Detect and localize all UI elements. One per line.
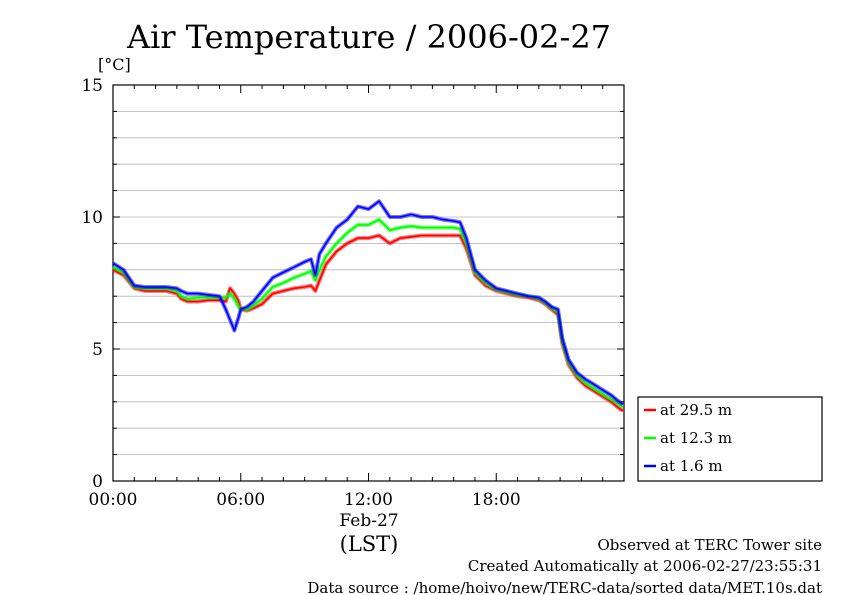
legend-box bbox=[637, 396, 823, 482]
plot-frame bbox=[112, 84, 625, 482]
x-tick-labels: 00:00 06:00 12:00 18:00 bbox=[89, 490, 521, 510]
series-halo-1 bbox=[112, 233, 625, 413]
chart-title: Air Temperature / 2006-02-27 bbox=[126, 18, 611, 56]
x-tick-label: 06:00 bbox=[216, 490, 265, 510]
y-tick-label: 5 bbox=[92, 340, 103, 360]
y-axis-unit: [°C] bbox=[98, 55, 131, 74]
y-tick-labels: 0 5 10 15 bbox=[81, 76, 103, 492]
x-tick-label: 18:00 bbox=[472, 490, 521, 510]
series-group bbox=[111, 199, 625, 413]
axis-ticks bbox=[112, 84, 625, 482]
footer-site: Observed at TERC Tower site bbox=[597, 536, 822, 554]
footer-created: Created Automatically at 2006-02-27/23:5… bbox=[468, 557, 822, 575]
y-tick-label: 15 bbox=[81, 76, 103, 96]
grid-lines bbox=[113, 111, 624, 456]
series-line-1 bbox=[112, 234, 624, 412]
y-tick-label: 0 bbox=[92, 472, 103, 492]
footer-source: Data source : /home/hoivo/new/TERC-data/… bbox=[307, 579, 822, 595]
date-label: Feb-27 bbox=[339, 511, 398, 531]
series-line-2 bbox=[112, 218, 624, 408]
legend: at 29.5 m at 12.3 m at 1.6 m bbox=[637, 396, 823, 482]
x-axis-label: (LST) bbox=[340, 532, 399, 556]
series-line-3 bbox=[112, 200, 624, 406]
legend-label: at 1.6 m bbox=[660, 457, 723, 475]
y-tick-label: 10 bbox=[81, 208, 103, 228]
series-halo-2 bbox=[112, 217, 625, 409]
x-tick-label: 00:00 bbox=[89, 490, 138, 510]
x-tick-label: 12:00 bbox=[344, 490, 393, 510]
legend-label: at 12.3 m bbox=[660, 429, 732, 447]
legend-label: at 29.5 m bbox=[660, 401, 732, 419]
